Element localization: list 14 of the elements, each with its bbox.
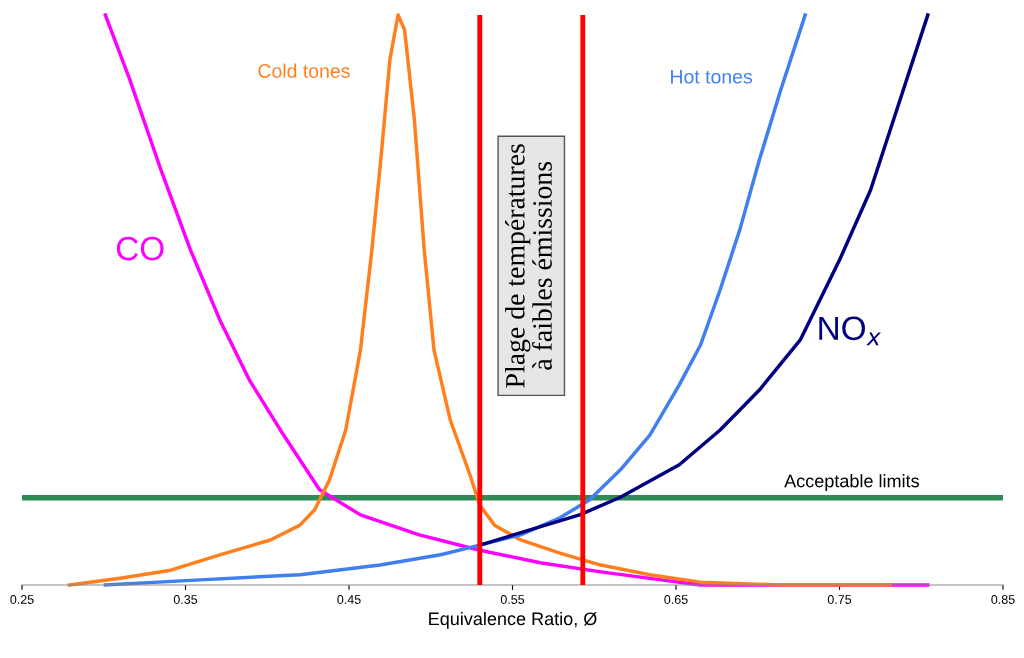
x-tick-label: 0.85 bbox=[991, 595, 1015, 604]
x-tick-label: 0.75 bbox=[827, 595, 852, 604]
x-tick-label: 0.65 bbox=[664, 595, 688, 604]
x-tick-label: 0.55 bbox=[500, 595, 525, 604]
ref-line-label: Acceptable limits bbox=[784, 474, 919, 491]
series-label: CO bbox=[116, 236, 164, 261]
x-axis-title: Equivalence Ratio, Ø bbox=[429, 611, 597, 629]
series-label: Hot tones bbox=[671, 70, 752, 84]
annotation: Plage de températures à faibles émissions bbox=[505, 144, 552, 388]
series-label: NO$_{x}$ bbox=[819, 316, 881, 346]
x-tick-label: 0.45 bbox=[337, 595, 361, 604]
series-label: Cold tones bbox=[258, 63, 350, 78]
x-tick-label: 0.35 bbox=[173, 595, 198, 604]
x-tick-label: 0.25 bbox=[10, 595, 34, 604]
